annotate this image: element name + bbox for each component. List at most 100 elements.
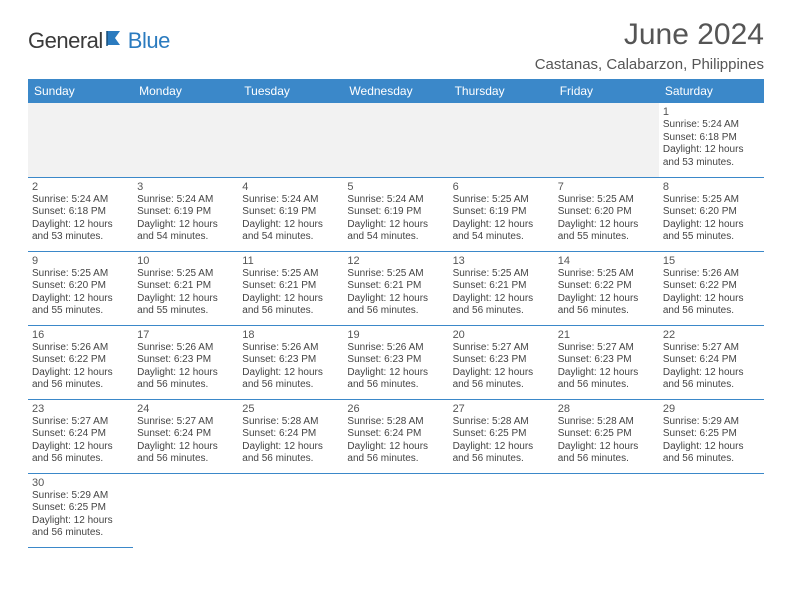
calendar-week-row: 23Sunrise: 5:27 AMSunset: 6:24 PMDayligh… (28, 399, 764, 473)
day-info: Sunrise: 5:29 AMSunset: 6:25 PMDaylight:… (663, 416, 760, 466)
calendar-day-cell (343, 473, 448, 547)
day-number: 12 (347, 255, 444, 267)
day-info: Sunrise: 5:28 AMSunset: 6:25 PMDaylight:… (558, 416, 655, 466)
day-number: 9 (32, 255, 129, 267)
calendar-day-cell: 4Sunrise: 5:24 AMSunset: 6:19 PMDaylight… (238, 177, 343, 251)
day-info: Sunrise: 5:24 AMSunset: 6:19 PMDaylight:… (347, 194, 444, 244)
calendar-day-cell: 14Sunrise: 5:25 AMSunset: 6:22 PMDayligh… (554, 251, 659, 325)
calendar-day-cell (238, 473, 343, 547)
calendar-day-cell (343, 103, 448, 177)
day-number: 28 (558, 403, 655, 415)
calendar-day-cell: 15Sunrise: 5:26 AMSunset: 6:22 PMDayligh… (659, 251, 764, 325)
weekday-header: Saturday (659, 79, 764, 103)
calendar-day-cell: 22Sunrise: 5:27 AMSunset: 6:24 PMDayligh… (659, 325, 764, 399)
day-info: Sunrise: 5:25 AMSunset: 6:21 PMDaylight:… (347, 268, 444, 318)
day-number: 6 (453, 181, 550, 193)
day-info: Sunrise: 5:27 AMSunset: 6:23 PMDaylight:… (453, 342, 550, 392)
calendar-week-row: 1Sunrise: 5:24 AMSunset: 6:18 PMDaylight… (28, 103, 764, 177)
day-info: Sunrise: 5:26 AMSunset: 6:22 PMDaylight:… (663, 268, 760, 318)
day-number: 3 (137, 181, 234, 193)
day-number: 10 (137, 255, 234, 267)
calendar-day-cell: 17Sunrise: 5:26 AMSunset: 6:23 PMDayligh… (133, 325, 238, 399)
calendar-day-cell: 6Sunrise: 5:25 AMSunset: 6:19 PMDaylight… (449, 177, 554, 251)
calendar-table: SundayMondayTuesdayWednesdayThursdayFrid… (28, 79, 764, 548)
calendar-day-cell: 24Sunrise: 5:27 AMSunset: 6:24 PMDayligh… (133, 399, 238, 473)
calendar-day-cell (28, 103, 133, 177)
day-number: 2 (32, 181, 129, 193)
day-number: 18 (242, 329, 339, 341)
calendar-day-cell: 8Sunrise: 5:25 AMSunset: 6:20 PMDaylight… (659, 177, 764, 251)
calendar-day-cell: 11Sunrise: 5:25 AMSunset: 6:21 PMDayligh… (238, 251, 343, 325)
day-info: Sunrise: 5:28 AMSunset: 6:25 PMDaylight:… (453, 416, 550, 466)
day-info: Sunrise: 5:24 AMSunset: 6:18 PMDaylight:… (32, 194, 129, 244)
calendar-week-row: 9Sunrise: 5:25 AMSunset: 6:20 PMDaylight… (28, 251, 764, 325)
calendar-day-cell: 30Sunrise: 5:29 AMSunset: 6:25 PMDayligh… (28, 473, 133, 547)
day-number: 29 (663, 403, 760, 415)
calendar-day-cell: 12Sunrise: 5:25 AMSunset: 6:21 PMDayligh… (343, 251, 448, 325)
calendar-week-row: 2Sunrise: 5:24 AMSunset: 6:18 PMDaylight… (28, 177, 764, 251)
day-info: Sunrise: 5:27 AMSunset: 6:24 PMDaylight:… (137, 416, 234, 466)
day-number: 23 (32, 403, 129, 415)
calendar-day-cell: 21Sunrise: 5:27 AMSunset: 6:23 PMDayligh… (554, 325, 659, 399)
day-info: Sunrise: 5:24 AMSunset: 6:19 PMDaylight:… (242, 194, 339, 244)
day-info: Sunrise: 5:26 AMSunset: 6:23 PMDaylight:… (242, 342, 339, 392)
logo-text-blue: Blue (128, 28, 170, 54)
day-info: Sunrise: 5:25 AMSunset: 6:22 PMDaylight:… (558, 268, 655, 318)
calendar-day-cell: 29Sunrise: 5:29 AMSunset: 6:25 PMDayligh… (659, 399, 764, 473)
day-number: 8 (663, 181, 760, 193)
day-number: 16 (32, 329, 129, 341)
calendar-day-cell (449, 103, 554, 177)
day-info: Sunrise: 5:25 AMSunset: 6:21 PMDaylight:… (137, 268, 234, 318)
calendar-day-cell: 16Sunrise: 5:26 AMSunset: 6:22 PMDayligh… (28, 325, 133, 399)
day-number: 17 (137, 329, 234, 341)
day-number: 24 (137, 403, 234, 415)
calendar-page: General Blue June 2024 Castanas, Calabar… (0, 0, 792, 566)
day-number: 21 (558, 329, 655, 341)
calendar-day-cell: 3Sunrise: 5:24 AMSunset: 6:19 PMDaylight… (133, 177, 238, 251)
logo-text-general: General (28, 28, 103, 54)
calendar-header-row: SundayMondayTuesdayWednesdayThursdayFrid… (28, 79, 764, 103)
day-number: 13 (453, 255, 550, 267)
calendar-week-row: 30Sunrise: 5:29 AMSunset: 6:25 PMDayligh… (28, 473, 764, 547)
day-number: 11 (242, 255, 339, 267)
day-info: Sunrise: 5:26 AMSunset: 6:23 PMDaylight:… (137, 342, 234, 392)
calendar-day-cell: 28Sunrise: 5:28 AMSunset: 6:25 PMDayligh… (554, 399, 659, 473)
calendar-day-cell (659, 473, 764, 547)
calendar-day-cell (133, 103, 238, 177)
day-info: Sunrise: 5:25 AMSunset: 6:21 PMDaylight:… (242, 268, 339, 318)
weekday-header: Friday (554, 79, 659, 103)
calendar-day-cell: 25Sunrise: 5:28 AMSunset: 6:24 PMDayligh… (238, 399, 343, 473)
logo: General Blue (28, 18, 170, 54)
day-info: Sunrise: 5:26 AMSunset: 6:22 PMDaylight:… (32, 342, 129, 392)
day-info: Sunrise: 5:25 AMSunset: 6:21 PMDaylight:… (453, 268, 550, 318)
calendar-day-cell: 20Sunrise: 5:27 AMSunset: 6:23 PMDayligh… (449, 325, 554, 399)
day-info: Sunrise: 5:26 AMSunset: 6:23 PMDaylight:… (347, 342, 444, 392)
calendar-day-cell: 26Sunrise: 5:28 AMSunset: 6:24 PMDayligh… (343, 399, 448, 473)
calendar-day-cell: 9Sunrise: 5:25 AMSunset: 6:20 PMDaylight… (28, 251, 133, 325)
calendar-day-cell: 7Sunrise: 5:25 AMSunset: 6:20 PMDaylight… (554, 177, 659, 251)
day-number: 25 (242, 403, 339, 415)
calendar-day-cell: 27Sunrise: 5:28 AMSunset: 6:25 PMDayligh… (449, 399, 554, 473)
day-number: 14 (558, 255, 655, 267)
weekday-header: Wednesday (343, 79, 448, 103)
day-number: 7 (558, 181, 655, 193)
calendar-day-cell: 19Sunrise: 5:26 AMSunset: 6:23 PMDayligh… (343, 325, 448, 399)
weekday-header: Thursday (449, 79, 554, 103)
header: General Blue June 2024 Castanas, Calabar… (28, 18, 764, 73)
weekday-header: Tuesday (238, 79, 343, 103)
day-number: 26 (347, 403, 444, 415)
day-info: Sunrise: 5:28 AMSunset: 6:24 PMDaylight:… (242, 416, 339, 466)
calendar-week-row: 16Sunrise: 5:26 AMSunset: 6:22 PMDayligh… (28, 325, 764, 399)
day-info: Sunrise: 5:27 AMSunset: 6:24 PMDaylight:… (663, 342, 760, 392)
day-info: Sunrise: 5:27 AMSunset: 6:24 PMDaylight:… (32, 416, 129, 466)
month-title: June 2024 (535, 18, 764, 52)
calendar-day-cell (554, 473, 659, 547)
weekday-header: Monday (133, 79, 238, 103)
day-info: Sunrise: 5:25 AMSunset: 6:20 PMDaylight:… (32, 268, 129, 318)
calendar-day-cell: 13Sunrise: 5:25 AMSunset: 6:21 PMDayligh… (449, 251, 554, 325)
weekday-header: Sunday (28, 79, 133, 103)
calendar-day-cell: 18Sunrise: 5:26 AMSunset: 6:23 PMDayligh… (238, 325, 343, 399)
calendar-day-cell: 2Sunrise: 5:24 AMSunset: 6:18 PMDaylight… (28, 177, 133, 251)
calendar-day-cell (449, 473, 554, 547)
calendar-day-cell: 1Sunrise: 5:24 AMSunset: 6:18 PMDaylight… (659, 103, 764, 177)
